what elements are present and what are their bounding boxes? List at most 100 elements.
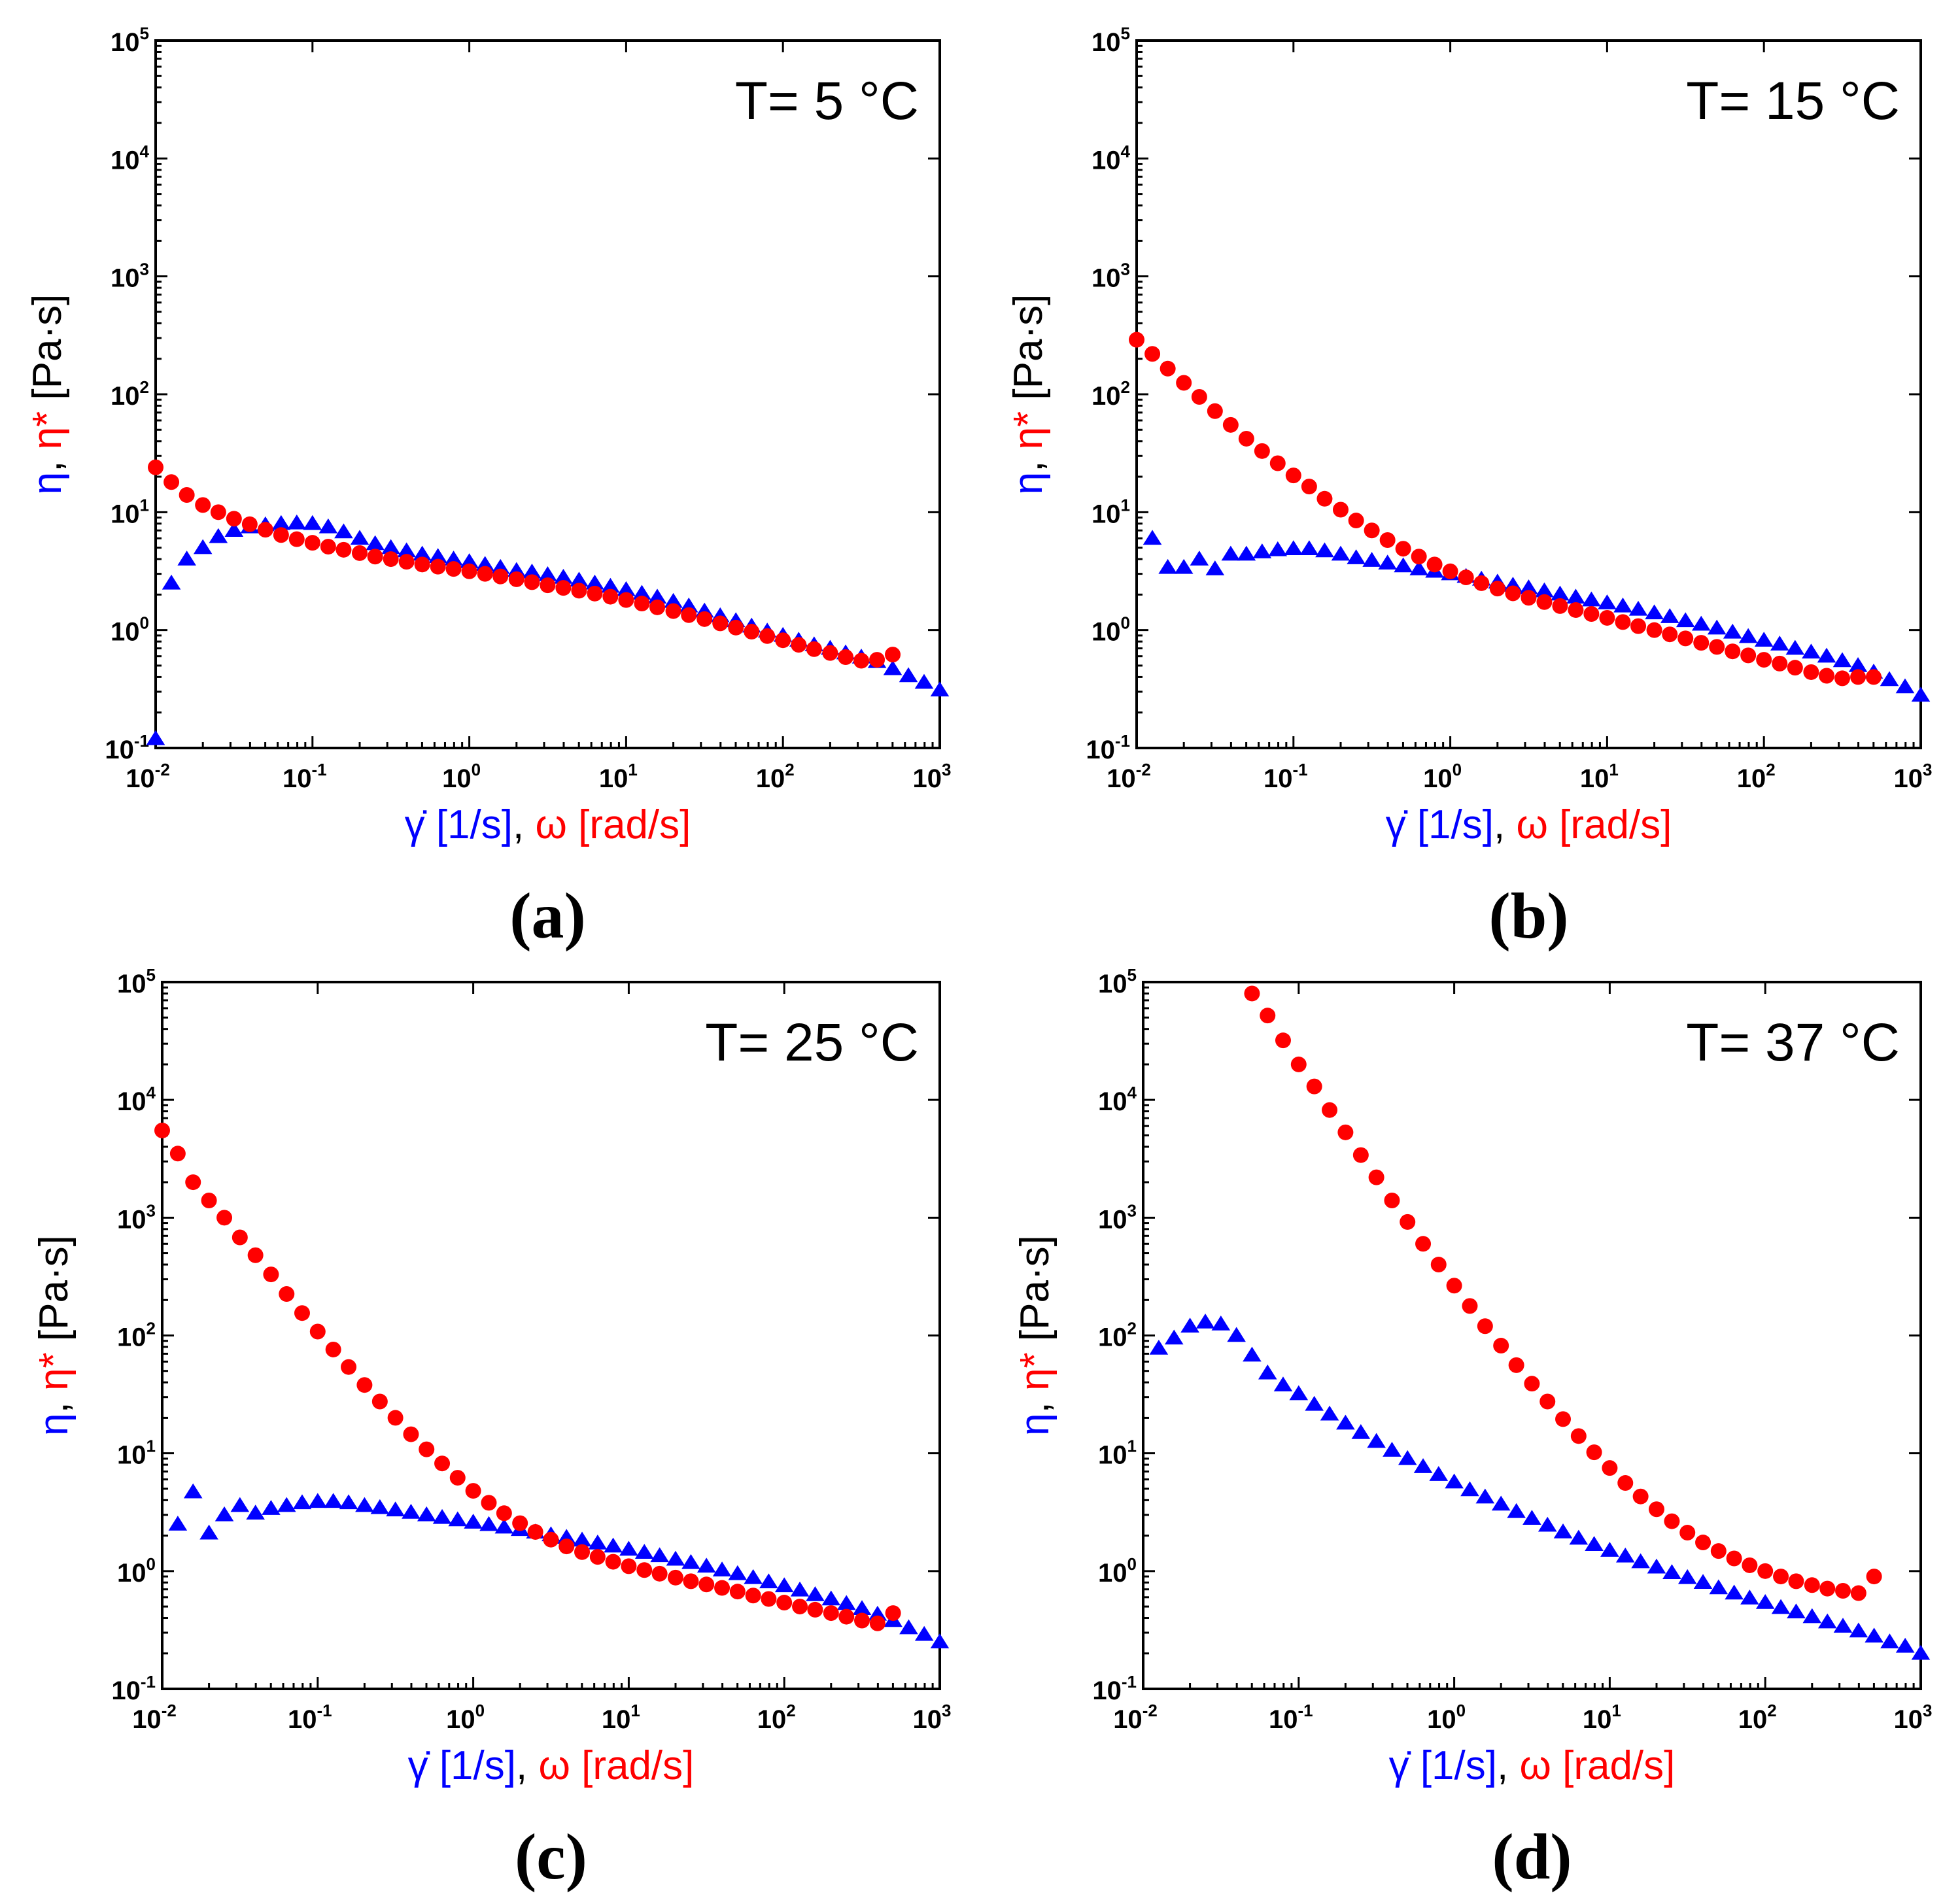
y-axis-title: η, η* [Pa·s] [25,294,70,495]
data-point-triangle [1895,678,1915,694]
panel-a: 10-2 10-1 100 101 102 10310-11001011021031041… [25,24,951,952]
data-point-circle [1384,1193,1400,1209]
data-point-triangle [759,1573,778,1589]
data-point-triangle [303,515,322,530]
y-tick-label: 10-1 [1086,731,1130,764]
data-point-circle [1244,985,1260,1002]
data-point-triangle [162,574,181,590]
data-point-circle [1260,1008,1276,1024]
data-point-circle [1430,1257,1447,1273]
data-point-circle [449,1470,466,1486]
data-point-circle [761,1591,777,1607]
y-tick-label: 104 [1092,141,1131,175]
x-tick-label: 10-2 [1113,1701,1158,1734]
data-point-circle [854,1612,870,1629]
data-point-triangle [199,1524,218,1540]
y-tick-label: 104 [111,141,150,175]
data-point-triangle [1693,1574,1713,1590]
data-point-triangle [1676,612,1695,628]
data-point-circle [869,652,885,668]
data-point-triangle [619,1540,638,1556]
data-point-triangle [1600,1542,1619,1557]
data-point-circle [512,1515,528,1531]
data-point-circle [1648,1501,1664,1518]
data-point-triangle [494,1518,514,1534]
data-point-triangle [1755,1594,1775,1609]
data-point-circle [1539,1393,1556,1410]
data-point-circle [1757,1563,1774,1579]
plot-frame [1142,981,1922,1690]
data-point-circle [775,632,791,649]
data-point-triangle [1707,619,1727,635]
data-point-triangle [1190,551,1209,566]
data-point-triangle [209,528,228,543]
data-point-circle [1725,643,1741,660]
data-point-circle [185,1174,201,1191]
data-point-circle [712,615,729,632]
data-point-circle [304,535,320,551]
data-point-circle [477,566,493,582]
data-point-circle [1446,1278,1462,1294]
data-point-circle [1742,1557,1758,1573]
series-eta-complex [1129,332,1882,687]
data-point-circle [430,558,446,575]
data-point-circle [651,1565,668,1582]
data-point-circle [1222,416,1239,433]
data-point-triangle [930,681,950,697]
data-point-circle [649,599,666,615]
data-point-triangle [1647,1558,1666,1574]
data-point-triangle [355,1497,374,1512]
data-point-triangle [1662,1564,1681,1579]
data-point-circle [1555,1411,1572,1427]
data-point-triangle [1628,600,1648,616]
data-point-triangle [1631,1553,1650,1569]
y-axis-title: η, η* [Pa·s] [1012,1235,1057,1436]
data-point-triangle [1180,1318,1199,1333]
data-point-triangle [1582,591,1601,607]
data-point-triangle [1320,1405,1339,1421]
data-point-circle [524,574,540,590]
data-point-triangle [1551,585,1570,601]
data-point-triangle [744,1569,763,1584]
data-point-circle [1835,1583,1851,1599]
x-tick-label: 10-2 [126,760,170,793]
x-tick-label: 10-1 [1269,1701,1313,1734]
x-axis-title: γ̇ [1/s], ω [rad/s] [405,802,691,847]
panel-c: 10-2 10-1 100 101 102 10310-11001011021031041… [31,965,951,1893]
data-point-triangle [1802,643,1821,659]
data-point-circle [1505,585,1521,602]
data-point-triangle [1336,1414,1355,1430]
data-point-circle [508,571,524,587]
data-point-circle [634,596,650,612]
data-point-circle [1493,1338,1509,1354]
data-point-triangle [1429,1466,1449,1481]
data-point-triangle [899,1619,918,1635]
data-point-circle [806,641,822,657]
data-point-circle [492,568,509,585]
data-point-circle [1646,622,1662,638]
data-point-triangle [728,1565,748,1580]
data-point-circle [309,1323,326,1340]
data-point-triangle [366,535,385,551]
y-axis-title: η, η* [Pa·s] [1006,294,1051,495]
data-point-circle [1850,1585,1866,1601]
series-eta-complex [148,459,901,669]
data-point-circle [1787,660,1803,676]
plot-frame [1135,39,1922,749]
data-point-triangle [1331,545,1350,561]
data-point-triangle [1205,560,1225,575]
data-point-circle [745,1588,761,1604]
data-point-circle [163,474,180,490]
data-point-circle [279,1286,295,1302]
data-point-triangle [397,542,416,558]
data-point-triangle [836,1595,856,1610]
data-point-circle [571,583,587,599]
y-tick-label: 104 [1098,1083,1137,1116]
x-tick-label: 100 [1427,1701,1466,1734]
data-point-circle [1693,635,1710,651]
data-point-triangle [1398,1450,1417,1465]
data-point-circle [335,541,352,558]
data-point-circle [618,592,634,608]
data-point-triangle [1284,540,1303,555]
data-point-circle [698,1576,715,1593]
